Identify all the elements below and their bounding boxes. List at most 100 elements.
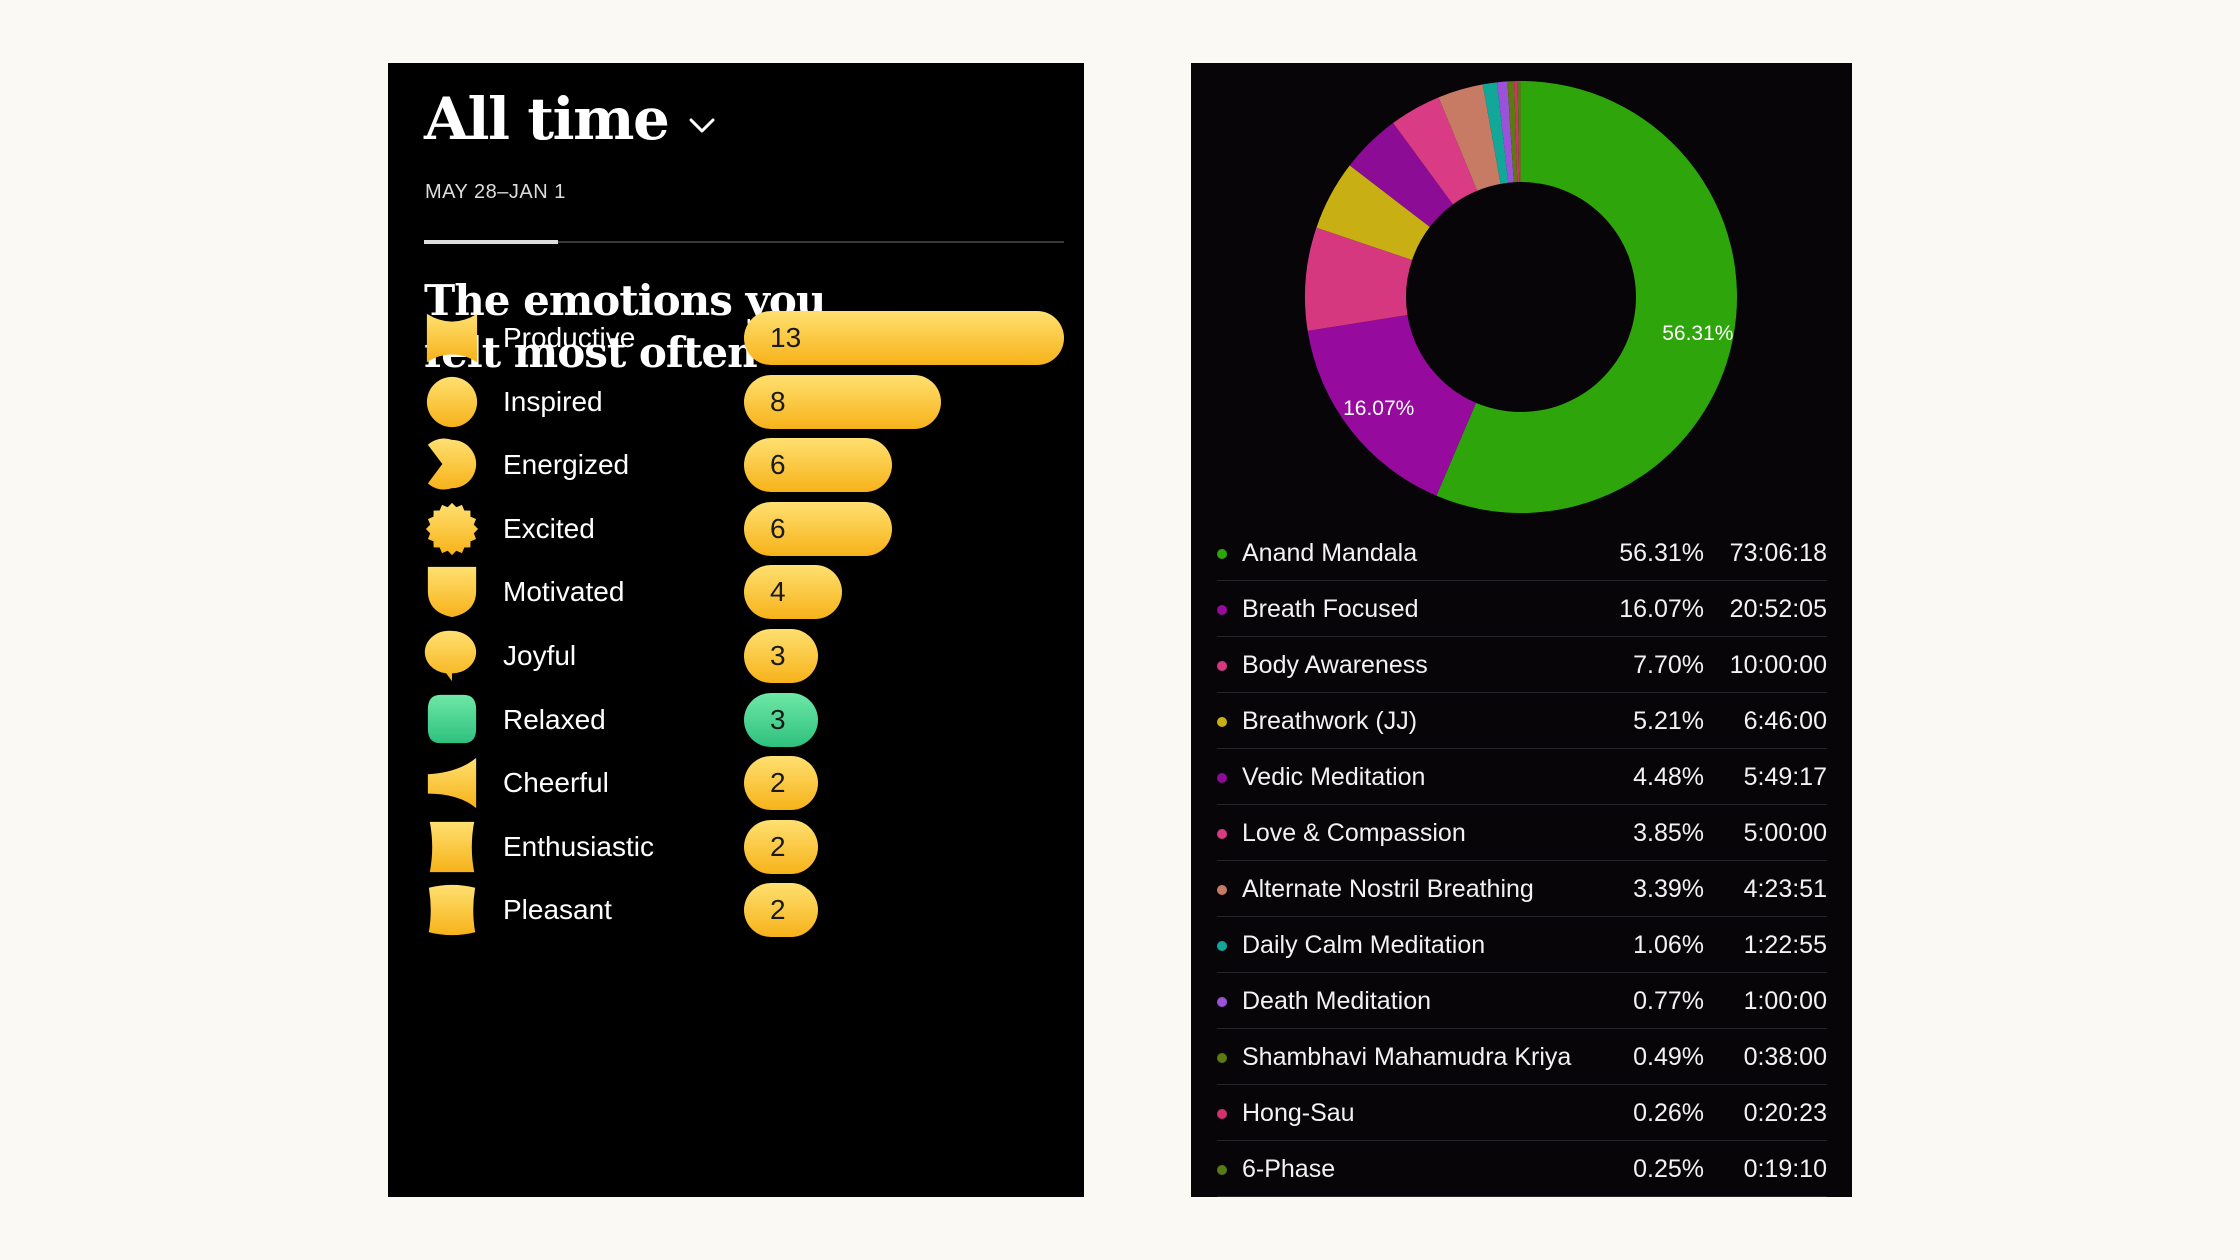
legend-dot-icon xyxy=(1217,1165,1227,1175)
segment-row[interactable]: Shambhavi Mahamudra Kriya 0.49% 0:38:00 xyxy=(1217,1029,1827,1085)
segment-percent: 16.07% xyxy=(1619,595,1704,623)
emotion-label: Productive xyxy=(503,322,636,353)
segment-row[interactable]: Breathwork (JJ) 5.21% 6:46:00 xyxy=(1217,693,1827,749)
sessions-panel: 56.31% 16.07% Anand Mandala 56.31% 73:06:18… xyxy=(1191,63,1852,1197)
emotion-label: Motivated xyxy=(503,576,625,608)
segment-percent: 56.31% xyxy=(1619,539,1704,567)
segment-duration: 4:23:51 xyxy=(1743,875,1827,903)
donut-slice[interactable] xyxy=(1514,81,1520,183)
segment-row[interactable]: Alternate Nostril Breathing 3.39% 4:23:51 xyxy=(1217,861,1827,917)
donut-slice[interactable] xyxy=(1507,81,1518,183)
emotion-count-bar: 2 xyxy=(744,756,818,811)
legend-dot-icon xyxy=(1217,829,1227,839)
segment-name: Alternate Nostril Breathing xyxy=(1242,875,1534,903)
segment-name: Shambhavi Mahamudra Kriya xyxy=(1242,1043,1572,1071)
segment-duration: 20:52:05 xyxy=(1729,595,1827,623)
segment-name: Anand Mandala xyxy=(1242,539,1418,567)
donut-slice[interactable] xyxy=(1316,165,1430,261)
emotion-row: Pleasant 2 xyxy=(424,880,1074,938)
donut-slice[interactable] xyxy=(1482,82,1509,184)
emotions-panel: All time MAY 28–JAN 1 The emotions you f… xyxy=(388,63,1084,1197)
legend-dot-icon xyxy=(1217,941,1227,951)
emotion-count-bar: 6 xyxy=(744,501,892,556)
segment-row[interactable]: Death Meditation 0.77% 1:00:00 xyxy=(1217,973,1827,1029)
emotion-label: Energized xyxy=(503,449,630,481)
segment-duration: 1:22:55 xyxy=(1743,931,1827,959)
emotion-label: Pleasant xyxy=(503,894,612,926)
emotion-label: Inspired xyxy=(503,385,603,417)
segment-name: Body Awareness xyxy=(1242,651,1428,679)
emotion-row: Excited 6 xyxy=(424,499,1074,557)
divider xyxy=(424,241,1064,243)
date-range: MAY 28–JAN 1 xyxy=(425,181,566,203)
legend-dot-icon xyxy=(1217,661,1227,671)
segment-percent: 3.85% xyxy=(1633,819,1704,847)
donut-slice[interactable] xyxy=(1349,122,1453,227)
emotion-joyful-icon xyxy=(424,630,477,682)
donut-slice[interactable] xyxy=(1517,81,1521,183)
segment-duration: 5:49:17 xyxy=(1743,763,1827,791)
segment-percent: 5.21% xyxy=(1633,707,1704,735)
emotion-label: Joyful xyxy=(503,640,577,671)
segment-row[interactable]: Daily Calm Meditation 1.06% 1:22:55 xyxy=(1217,917,1827,973)
emotion-label: Relaxed xyxy=(503,703,606,735)
segment-row[interactable]: Vedic Meditation 4.48% 5:49:17 xyxy=(1217,749,1827,805)
chevron-down-icon xyxy=(689,118,715,133)
segment-duration: 10:00:00 xyxy=(1729,651,1827,679)
segment-duration: 73:06:18 xyxy=(1729,539,1827,567)
segment-name: Love & Compassion xyxy=(1242,819,1466,847)
segment-row[interactable]: 6-Phase 0.25% 0:19:10 xyxy=(1217,1141,1827,1197)
segment-name: Hong-Sau xyxy=(1242,1099,1355,1127)
legend-dot-icon xyxy=(1217,549,1227,559)
donut-chart: 56.31% 16.07% xyxy=(1305,81,1737,513)
segment-percent: 3.39% xyxy=(1633,875,1704,903)
segment-row[interactable]: Body Awareness 7.70% 10:00:00 xyxy=(1217,637,1827,693)
emotion-excited-icon xyxy=(425,502,479,555)
donut-slice[interactable] xyxy=(1305,227,1413,331)
emotion-label: Excited xyxy=(503,512,595,544)
segment-percent: 0.26% xyxy=(1633,1099,1704,1127)
legend-dot-icon xyxy=(1217,773,1227,783)
legend-dot-icon xyxy=(1217,1053,1227,1063)
legend-dot-icon xyxy=(1217,605,1227,615)
emotion-row: Motivated 4 xyxy=(424,562,1074,620)
segment-percent: 4.48% xyxy=(1633,763,1704,791)
divider-active-indicator xyxy=(424,240,558,244)
legend-dot-icon xyxy=(1217,1109,1227,1119)
donut-slice[interactable] xyxy=(1496,81,1514,183)
emotion-relaxed-icon xyxy=(427,694,477,743)
segment-percent: 7.70% xyxy=(1633,651,1704,679)
emotion-count-bar: 2 xyxy=(744,883,818,938)
segment-percent: 0.49% xyxy=(1633,1043,1704,1071)
segment-duration: 1:00:00 xyxy=(1743,987,1827,1015)
legend-dot-icon xyxy=(1217,717,1227,727)
time-range-title: All time xyxy=(424,85,670,153)
segment-row[interactable]: Breath Focused 16.07% 20:52:05 xyxy=(1217,581,1827,637)
donut-slice-label: 16.07% xyxy=(1343,397,1414,420)
emotion-row: Cheerful 2 xyxy=(424,753,1074,811)
emotion-motivated-icon xyxy=(427,567,477,618)
emotion-row: Joyful 3 xyxy=(424,626,1074,684)
segment-duration: 5:00:00 xyxy=(1743,819,1827,847)
donut-slice[interactable] xyxy=(1438,84,1501,191)
segment-duration: 0:19:10 xyxy=(1743,1155,1827,1183)
donut-slice[interactable] xyxy=(1436,81,1737,513)
emotion-row: Energized 6 xyxy=(424,435,1074,493)
legend-dot-icon xyxy=(1217,997,1227,1007)
legend-dot-icon xyxy=(1217,885,1227,895)
emotion-count-bar: 3 xyxy=(744,692,818,747)
segment-row[interactable]: Love & Compassion 3.85% 5:00:00 xyxy=(1217,805,1827,861)
emotion-count-bar: 8 xyxy=(744,374,941,429)
emotion-enthusiastic-icon xyxy=(429,821,475,872)
emotion-row: Productive 13 xyxy=(424,308,1074,366)
emotion-count-bar: 6 xyxy=(744,438,892,493)
segment-row[interactable]: Hong-Sau 0.26% 0:20:23 xyxy=(1217,1085,1827,1141)
donut-slice[interactable] xyxy=(1393,97,1478,205)
segment-row[interactable]: Anand Mandala 56.31% 73:06:18 xyxy=(1217,525,1827,581)
emotion-pleasant-icon xyxy=(428,885,476,936)
donut-slice[interactable] xyxy=(1307,315,1476,496)
emotion-cheerful-icon xyxy=(427,758,477,809)
time-range-selector[interactable]: All time xyxy=(424,85,716,153)
segment-percent: 0.77% xyxy=(1633,987,1704,1015)
segment-name: Death Meditation xyxy=(1242,987,1432,1015)
